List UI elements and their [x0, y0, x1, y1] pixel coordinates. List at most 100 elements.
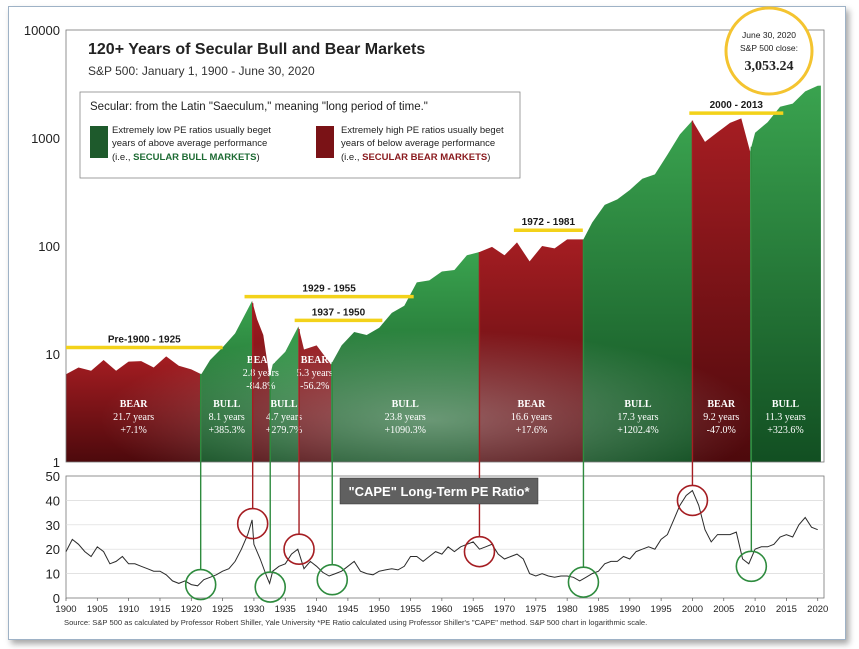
period-label-name: BEAR [518, 399, 547, 410]
period-label-change: -84.8% [246, 381, 275, 392]
cape-circle-red [283, 533, 315, 566]
cape-circle-green [567, 566, 600, 598]
period-label-change: +279.7% [266, 425, 302, 436]
x-tick-label: 2000 [682, 604, 703, 615]
x-tick-label: 1980 [557, 604, 578, 615]
legend-heading: Secular: from the Latin "Saeculum," mean… [90, 101, 428, 113]
y-tick-bottom-label: 50 [46, 469, 60, 484]
period-label-change: +323.6% [767, 425, 803, 436]
period-label-name: BEAR [247, 355, 276, 366]
x-tick-label: 1920 [181, 604, 202, 615]
period-label-name: BULL [392, 399, 420, 410]
period-areas [66, 85, 821, 462]
cape-circle-red [463, 535, 496, 568]
period-label-name: BULL [624, 399, 652, 410]
y-tick-bottom-label: 20 [46, 542, 60, 557]
x-tick-label: 1975 [525, 604, 546, 615]
range-label: 2000 - 2013 [710, 100, 764, 111]
period-label-years: 17.3 years [617, 412, 658, 423]
x-tick-label: 1990 [619, 604, 640, 615]
x-tick-label: 1950 [369, 604, 390, 615]
legend-box: Secular: from the Latin "Saeculum," mean… [79, 91, 521, 179]
range-label: Pre-1900 - 1925 [108, 334, 181, 345]
source-note: Source: S&P 500 as calculated by Profess… [64, 618, 647, 627]
x-tick-label: 1935 [275, 604, 296, 615]
cape-circle-green [316, 563, 349, 596]
top-plot-border [65, 29, 825, 463]
period-label-name: BEAR [301, 355, 330, 366]
x-tick-label: 1905 [87, 604, 108, 615]
period-label-name: BEAR [120, 399, 149, 410]
period-labels: BEAR 21.7 years +7.1% BULL 8.1 years +385.3% B… [113, 355, 806, 436]
chart-subtitle: S&P 500: January 1, 1900 - June 30, 2020 [88, 64, 315, 78]
period-label-years: 11.3 years [765, 412, 806, 423]
period-label-change: -47.0% [707, 425, 736, 436]
close-badge: June 30, 2020 S&P 500 close: 3,053.24 [724, 6, 814, 96]
sp500-panel: 10000 1000 100 10 1 BEAR 21.7 years +7.1% BULL 8… [24, 23, 825, 470]
cape-label: "CAPE" Long-Term PE Ratio* [348, 484, 530, 499]
x-tick-label: 1940 [306, 604, 327, 615]
badge-date: June 30, 2020 [742, 30, 796, 40]
y-tick-top-label: 1000 [31, 131, 60, 146]
x-tick-label: 1930 [243, 604, 264, 615]
y-tick-top-label: 10000 [24, 23, 60, 38]
x-tick-label: 2015 [776, 604, 797, 615]
legend-bear-line3: (i.e., SECULAR BEAR MARKETS) [341, 152, 490, 163]
x-tick-label: 1970 [494, 604, 515, 615]
period-label-change: +385.3% [208, 425, 244, 436]
y-tick-top-label: 10 [46, 347, 60, 362]
period-label-years: 4.7 years [266, 412, 302, 423]
period-label-years: 2.8 years [243, 368, 279, 379]
bear-swatch [316, 126, 334, 158]
cape-circle-red [236, 507, 269, 540]
x-tick-label: 1960 [431, 604, 452, 615]
legend-bull-line1: Extremely low PE ratios usually beget [112, 125, 271, 136]
x-tick-label: 1965 [463, 604, 484, 615]
period-label-name: BULL [213, 399, 241, 410]
range-highlights: Pre-1900 - 1925 1929 - 1955 1937 - 1950 197… [66, 100, 784, 350]
x-tick-label: 1900 [55, 604, 76, 615]
legend-bull-line2: years of above average performance [112, 138, 267, 149]
range-label: 1937 - 1950 [312, 307, 366, 318]
period-label-years: 9.2 years [703, 412, 739, 423]
legend-bear-line1: Extremely high PE ratios usually beget [341, 125, 504, 136]
badge-value: 3,053.24 [745, 59, 794, 74]
x-tick-label: 1955 [400, 604, 421, 615]
period-label-change: +17.6% [516, 425, 547, 436]
period-label-years: 16.6 years [511, 412, 552, 423]
y-tick-bottom-label: 30 [46, 518, 60, 533]
y-tick-bottom-label: 10 [46, 567, 60, 582]
cape-circle-red [676, 484, 709, 517]
period-label-name: BEAR [707, 399, 736, 410]
period-label-change: +1202.4% [617, 425, 658, 436]
chart-title: 120+ Years of Secular Bull and Bear Mark… [88, 41, 425, 58]
x-tick-label: 1910 [118, 604, 139, 615]
cape-label-box: "CAPE" Long-Term PE Ratio* [339, 477, 539, 505]
bull-swatch [90, 126, 108, 158]
period-label-change: +1090.3% [384, 425, 425, 436]
x-tick-label: 2010 [745, 604, 766, 615]
period-label-name: BULL [270, 399, 298, 410]
y-axis-top: 10000 1000 100 10 1 [24, 23, 60, 470]
y-tick-top-label: 1 [53, 455, 60, 470]
cape-circle-green [184, 568, 217, 601]
legend-bull-line3: (i.e., SECULAR BULL MARKETS) [112, 152, 260, 163]
y-tick-bottom-label: 40 [46, 493, 60, 508]
area-glow [100, 330, 760, 462]
period-label-years: 23.8 years [385, 412, 426, 423]
x-tick-label: 2005 [713, 604, 734, 615]
x-tick-label: 1945 [337, 604, 358, 615]
badge-label: S&P 500 close: [740, 43, 798, 53]
range-label: 1929 - 1955 [302, 284, 356, 295]
x-tick-label: 1915 [149, 604, 170, 615]
period-area-bull-9 [750, 85, 821, 462]
cape-circle-green [735, 550, 768, 583]
period-connectors [199, 120, 753, 573]
period-label-name: BULL [772, 399, 800, 410]
period-label-change: +7.1% [120, 425, 146, 436]
range-label: 1972 - 1981 [522, 217, 576, 228]
x-tick-label: 1985 [588, 604, 609, 615]
cape-circles [184, 484, 768, 603]
